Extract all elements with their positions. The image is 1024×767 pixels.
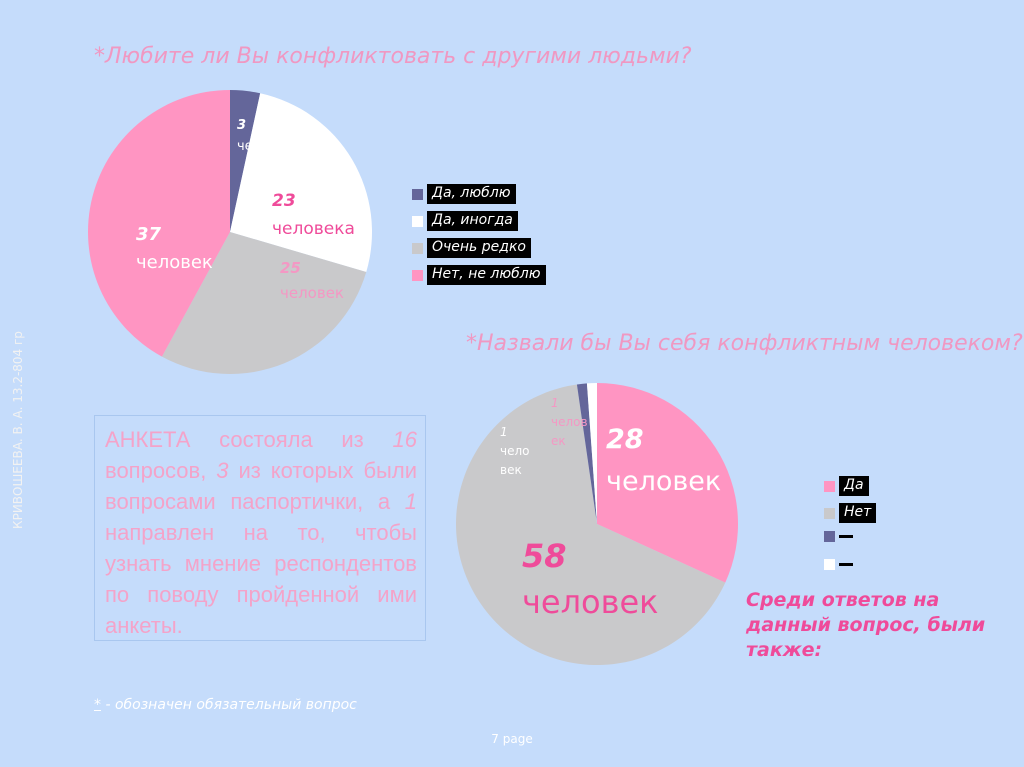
chart2-legend-item [824, 559, 853, 570]
chart2-label-2-num: 1 [500, 425, 508, 439]
chart1-legend-label-0: Да, люблю [427, 184, 516, 204]
legend-swatch [824, 480, 835, 492]
chart1-label-2-unit: человек [280, 284, 344, 302]
chart2-label-0-unit: человек [606, 466, 721, 497]
chart2-label-0-num: 28 [606, 424, 644, 455]
footnote-star: * [94, 697, 101, 713]
chart1-legend-item: Очень редко [412, 238, 531, 258]
info-number-passport: 3 [216, 458, 229, 483]
chart2-label-3-unit-a: челов [551, 415, 588, 429]
info-number-feedback: 1 [404, 489, 417, 514]
chart2-legend-item: Нет [824, 503, 877, 523]
chart2-legend-label-3 [839, 563, 853, 566]
chart1-label-0-unit: человека [237, 139, 300, 154]
chart1-label-3-unit: человек [136, 252, 213, 273]
footnote-text: - обозначен обязательный вопрос [101, 697, 357, 713]
page-number: 7 page [491, 732, 533, 746]
chart1-label-2-num: 25 [280, 259, 301, 277]
chart1-label-0-num: 3 [237, 118, 246, 133]
chart2-label-1-num: 58 [522, 537, 567, 575]
chart2-slice-1 [455, 384, 726, 666]
legend-swatch [824, 559, 835, 570]
chart2-label-3-num: 1 [551, 396, 559, 410]
chart2-legend-label-1: Нет [839, 503, 877, 523]
chart1-slice-3 [88, 90, 230, 357]
chart2-label-1-unit: человек [522, 583, 659, 621]
chart2-label-3-unit-b: ек [551, 434, 566, 448]
legend-swatch [824, 507, 835, 519]
pie-chart-1 [88, 90, 373, 374]
info-text-2: вопросов, [105, 458, 207, 483]
legend-swatch [412, 242, 423, 254]
legend-swatch [412, 188, 423, 200]
chart1-slice-0 [230, 90, 261, 232]
chart2-legend-label-2 [839, 535, 853, 538]
chart2-legend-item [824, 531, 853, 542]
chart1-slice-2 [161, 232, 367, 374]
info-text-3: из которых были вопросами паспортички, а [105, 458, 417, 514]
chart2-legend-label-0: Да [839, 476, 869, 496]
chart1-label-1-unit: человека [272, 219, 355, 239]
chart2-slice-2 [576, 383, 597, 524]
legend-swatch [412, 215, 423, 227]
chart2-slice-0 [597, 383, 739, 583]
survey-info-box: АНКЕТА состояла из 16 вопросов, 3 из кот… [94, 415, 426, 641]
chart1-legend-item: Нет, не люблю [412, 265, 546, 285]
footnote: * - обозначен обязательный вопрос [94, 697, 357, 713]
chart1-legend-label-3: Нет, не люблю [427, 265, 546, 285]
chart1-legend-label-2: Очень редко [427, 238, 531, 258]
chart2-title: *Назвали бы Вы себя конфликтным человеко… [466, 331, 1023, 356]
legend-swatch [412, 269, 423, 281]
other-answers-note: Среди ответов на данный вопрос, были так… [746, 589, 986, 661]
info-number-questions: 16 [392, 427, 417, 452]
chart1-legend-label-1: Да, иногда [427, 211, 518, 231]
chart2-label-2-unit-b: век [500, 463, 522, 477]
chart1-legend-item: Да, иногда [412, 211, 518, 231]
chart2-slice-3 [586, 383, 597, 524]
chart1-legend-item: Да, люблю [412, 184, 516, 204]
info-text-4: направлен на то, чтобы узнать мнение рес… [105, 520, 417, 638]
chart2-label-2-unit-a: чело [500, 444, 529, 458]
pie-chart-2 [455, 383, 739, 666]
info-text-1: АНКЕТА состояла из [105, 427, 364, 452]
legend-swatch [824, 531, 835, 542]
chart2-legend-item: Да [824, 476, 869, 496]
chart1-title: *Любите ли Вы конфликтовать с другими лю… [94, 44, 692, 69]
chart1-slice-1 [230, 93, 373, 273]
chart1-label-1-num: 23 [272, 191, 296, 211]
chart1-label-3-num: 37 [136, 224, 162, 245]
